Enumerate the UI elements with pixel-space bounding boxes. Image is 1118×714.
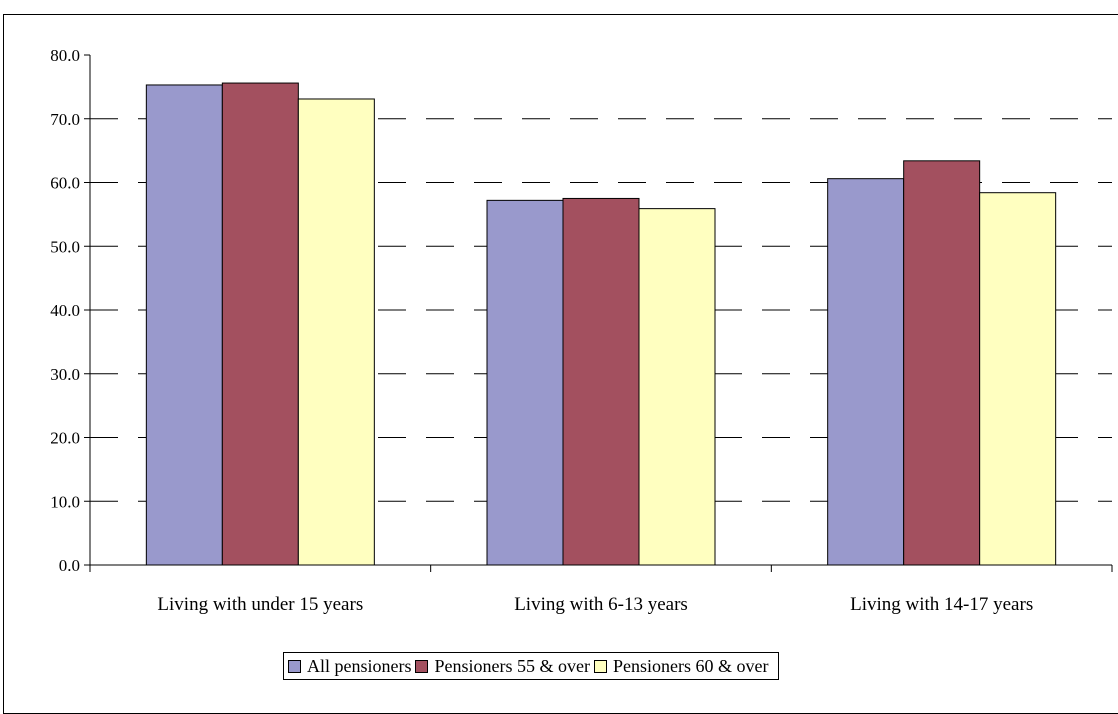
bar-2-1: [638, 208, 716, 566]
y-tick-labels: 0.0 10.0 20.0 30.0 40.0 50.0 60.0 70.0 80.0: [50, 46, 80, 575]
bar-2-2: [979, 192, 1057, 566]
y-tick-label: 50.0: [50, 237, 80, 256]
y-tick-label: 10.0: [50, 492, 80, 511]
bar-2-0: [297, 98, 375, 566]
bars: [145, 82, 1057, 566]
y-tick-label: 60.0: [50, 174, 80, 193]
y-tick-label: 70.0: [50, 110, 80, 129]
bar-1-2: [903, 160, 981, 566]
bar-0-2: [827, 178, 905, 566]
category-labels: Living with under 15 years Living with 6-…: [157, 594, 1033, 615]
y-tick-label: 40.0: [50, 301, 80, 320]
bar-1-1: [562, 197, 640, 566]
legend-label-pensioners-60: Pensioners 60 & over: [612, 655, 769, 676]
legend-item-all-pensioners: All pensioners: [288, 656, 411, 677]
legend-label-pensioners-55: Pensioners 55 & over: [434, 655, 590, 676]
bar-0-0: [145, 84, 223, 566]
legend-swatch-all-pensioners: [288, 659, 301, 673]
legend: All pensioners Pensioners 55 & over Pens…: [283, 652, 780, 680]
legend-label-all-pensioners: All pensioners: [307, 655, 412, 676]
bar-1-0: [221, 82, 299, 566]
category-label: Living with 6-13 years: [514, 594, 688, 615]
y-tick-label: 30.0: [50, 365, 80, 384]
bar-chart: 0.0 10.0 20.0 30.0 40.0 50.0 60.0 70.0 80.0 Livi…: [50, 46, 1113, 615]
legend-item-pensioners-60: Pensioners 60 & over: [593, 655, 769, 677]
category-label: Living with under 15 years: [157, 594, 363, 615]
category-label: Living with 14-17 years: [850, 594, 1033, 615]
bar-0-1: [486, 199, 564, 566]
y-tick-label: 0.0: [59, 556, 80, 575]
y-tick-label: 80.0: [50, 46, 80, 65]
legend-swatch-pensioners-55: [415, 659, 429, 673]
y-tick-label: 20.0: [50, 429, 80, 448]
legend-item-pensioners-55: Pensioners 55 & over: [415, 655, 590, 677]
legend-swatch-pensioners-60: [593, 659, 607, 673]
